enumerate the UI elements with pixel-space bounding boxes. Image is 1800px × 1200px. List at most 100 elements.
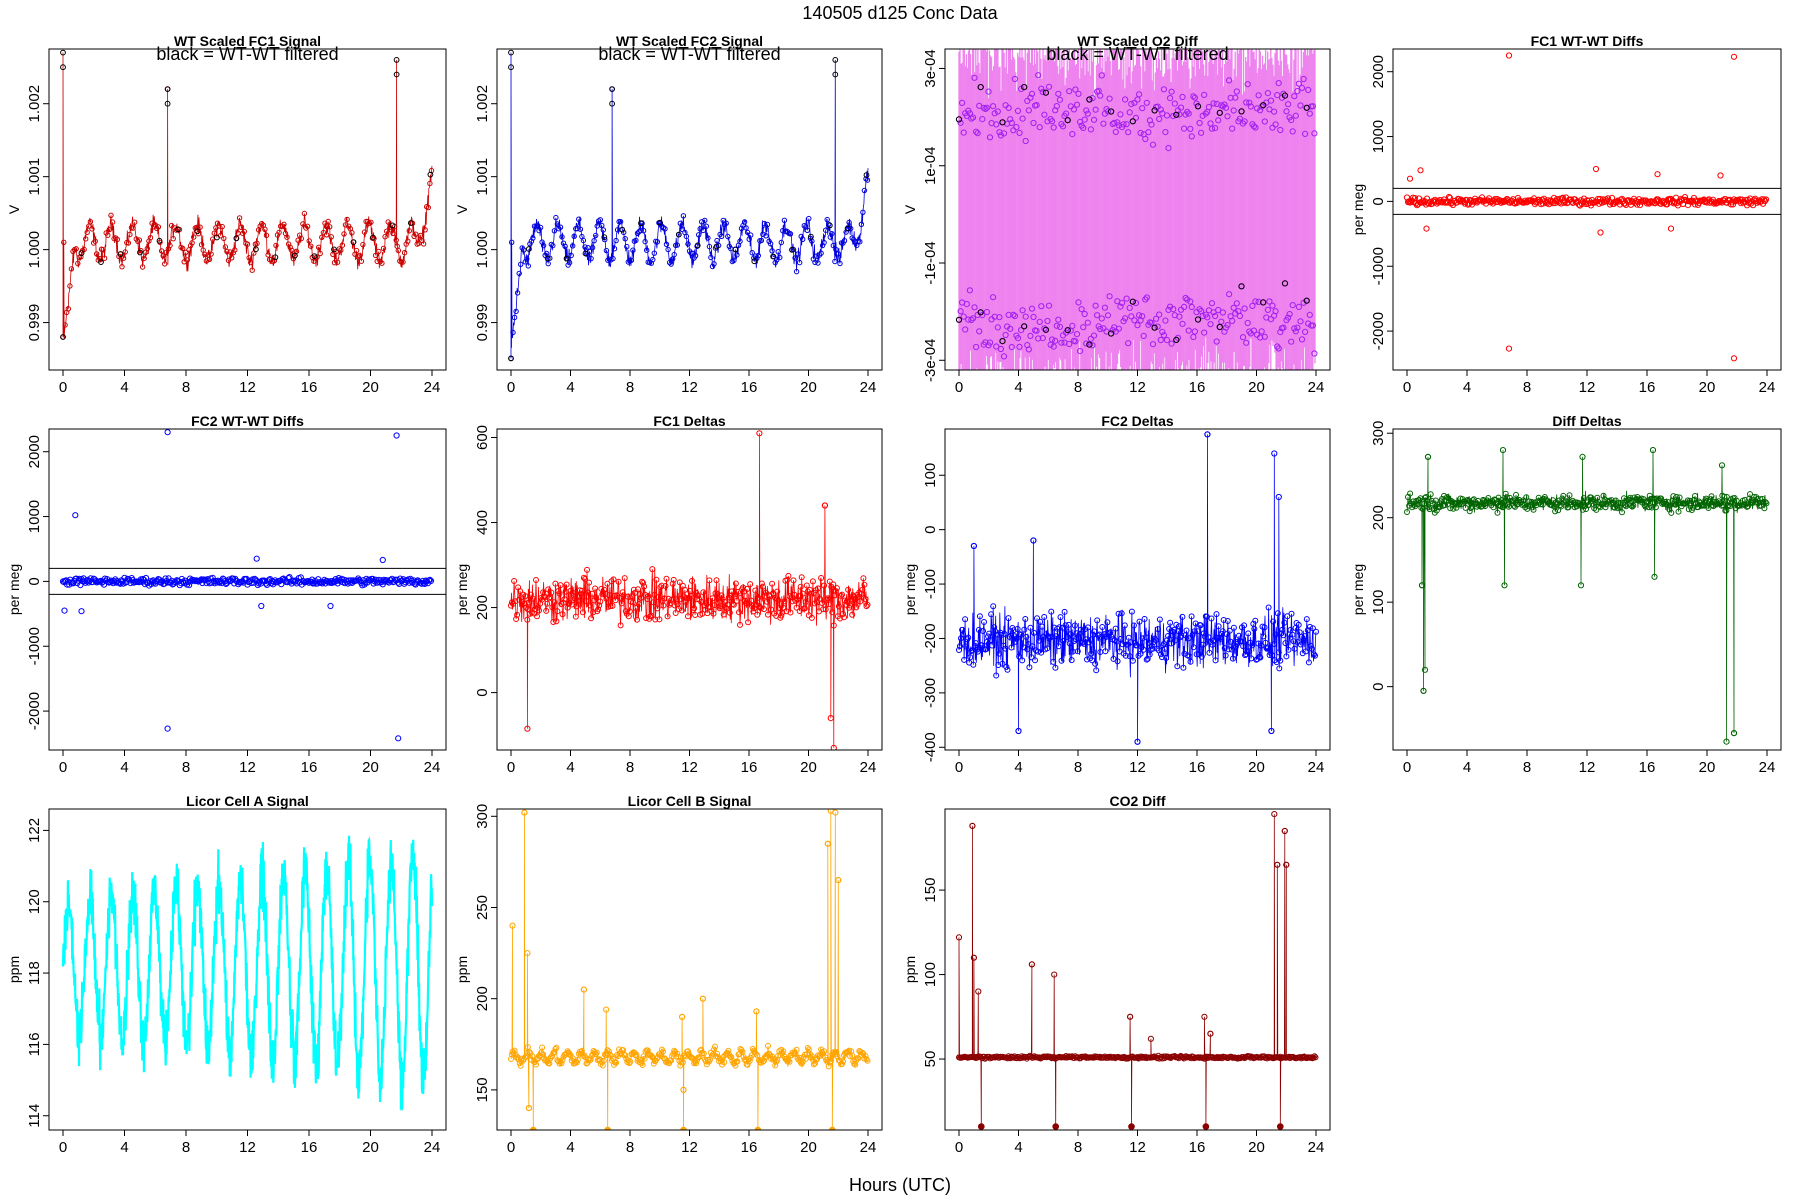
- diff-point: [1134, 96, 1141, 103]
- delta-point: [641, 1055, 648, 1062]
- wtwt-outlier-point: [1592, 165, 1600, 173]
- diff-point: [1072, 86, 1079, 93]
- delta-point: [1143, 656, 1150, 663]
- delta-point: [1010, 627, 1017, 634]
- delta-point: [629, 599, 636, 606]
- delta-point: [1282, 640, 1289, 647]
- delta-point: [1480, 496, 1487, 503]
- signal-point: [379, 260, 385, 266]
- diff-point: [1212, 312, 1219, 320]
- delta-point: [1245, 630, 1252, 637]
- diff-point: [1049, 336, 1056, 343]
- diff-point: [1075, 90, 1082, 97]
- delta-point: [1407, 490, 1414, 497]
- diff-point: [1090, 116, 1098, 123]
- diff-point: [969, 315, 977, 322]
- signal-point: [709, 263, 716, 270]
- signal-point: [376, 248, 382, 255]
- delta-point: [1265, 604, 1272, 611]
- diff-point: [1162, 129, 1169, 136]
- x-tick-label: 8: [1074, 759, 1082, 776]
- diff-point: [982, 105, 989, 113]
- delta-point: [655, 594, 662, 601]
- signal-point: [644, 247, 650, 253]
- y-tick-label: 1.002: [474, 85, 491, 123]
- signal-point: [331, 260, 338, 266]
- wtwt-outlier-point: [253, 555, 260, 562]
- plot-frame: [48, 428, 447, 751]
- wtwt-outlier-point: [1423, 225, 1430, 232]
- delta-point: [820, 606, 827, 613]
- delta-spike-point: [1030, 537, 1037, 544]
- delta-point: [548, 589, 555, 596]
- x-tick-label: 12: [1579, 379, 1596, 396]
- filtered-point: [1238, 108, 1245, 115]
- signal-point: [545, 260, 551, 267]
- delta-point: [1725, 502, 1732, 509]
- diff-point: [1041, 325, 1048, 332]
- delta-point: [1566, 492, 1573, 499]
- delta-point: [1197, 622, 1204, 629]
- diff-point: [1005, 311, 1012, 318]
- diff-point: [1035, 335, 1042, 342]
- delta-point: [1761, 505, 1768, 512]
- delta-point: [734, 1058, 741, 1065]
- signal-point: [711, 261, 717, 267]
- x-tick-label: 0: [507, 759, 515, 776]
- delta-point: [695, 592, 702, 599]
- y-tick-label: 3e-04: [922, 49, 939, 87]
- signal-point: [708, 254, 714, 261]
- diff-point: [1258, 103, 1265, 110]
- delta-point: [711, 602, 718, 609]
- diff-point: [1215, 306, 1222, 314]
- signal-point: [170, 236, 176, 242]
- delta-point: [534, 613, 540, 620]
- diff-point: [994, 324, 1001, 331]
- signal-point: [556, 226, 562, 232]
- delta-point: [1593, 506, 1600, 513]
- diff-point: [1143, 99, 1150, 106]
- signal-point: [401, 250, 408, 256]
- plot-area: [59, 429, 435, 742]
- diff-point: [1002, 331, 1009, 339]
- signal-point: [273, 242, 279, 249]
- wtwt-point: [1560, 199, 1568, 206]
- signal-point: [798, 233, 804, 240]
- filtered-point: [78, 250, 85, 257]
- signal-point: [514, 290, 521, 296]
- delta-point: [743, 600, 750, 607]
- delta-point: [1274, 610, 1281, 617]
- delta-point: [582, 576, 588, 582]
- delta-point: [1213, 611, 1220, 618]
- signal-point: [334, 259, 341, 265]
- delta-point: [1199, 641, 1206, 648]
- filtered-spike-point: [393, 71, 400, 78]
- signal-point: [105, 232, 111, 238]
- diff-point: [1264, 90, 1272, 97]
- signal-point: [734, 252, 740, 258]
- delta-point: [1086, 639, 1092, 646]
- floor-point: [978, 1123, 985, 1130]
- y-tick-label: 0: [26, 577, 43, 585]
- signal-point: [194, 224, 200, 231]
- diff-point: [1036, 318, 1043, 325]
- delta-spike-point: [509, 922, 516, 929]
- x-tick-label: 12: [239, 379, 256, 396]
- y-axis-label: per meg: [1350, 564, 1366, 615]
- diff-point: [1018, 85, 1025, 93]
- delta-point: [1311, 1053, 1318, 1060]
- delta-point: [975, 626, 982, 633]
- filtered-point: [1129, 298, 1136, 305]
- signal-point: [254, 240, 260, 247]
- delta-point: [556, 590, 563, 597]
- delta-point: [780, 1048, 787, 1055]
- delta-point: [1291, 645, 1298, 652]
- delta-point: [1093, 667, 1100, 674]
- delta-point: [1206, 649, 1213, 656]
- delta-point: [596, 602, 603, 609]
- delta-spike-point: [1420, 687, 1427, 695]
- filtered-point: [1064, 117, 1071, 124]
- diff-point: [1052, 337, 1059, 344]
